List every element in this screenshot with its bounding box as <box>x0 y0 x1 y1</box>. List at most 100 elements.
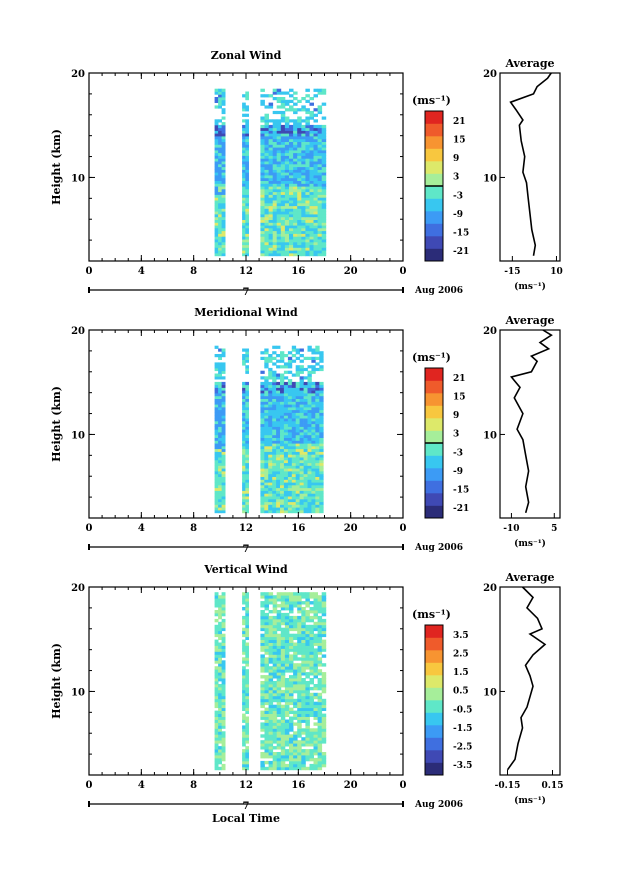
heatmap-cell <box>245 615 249 620</box>
heatmap-cell <box>268 158 274 162</box>
heatmap-cell <box>276 222 282 226</box>
heatmap-cell <box>307 498 312 503</box>
heatmap-cell <box>272 504 277 508</box>
heatmap-cell <box>264 219 269 223</box>
heatmap-cell <box>245 636 249 640</box>
heatmap-cell <box>293 239 298 243</box>
heatmap-cell <box>305 122 310 126</box>
heatmap-cell <box>242 490 246 494</box>
heatmap-cell <box>319 462 324 466</box>
heatmap-cell <box>297 138 302 142</box>
heatmap-cell <box>280 465 285 469</box>
heatmap-cell <box>280 642 286 646</box>
heatmap-cell <box>297 119 302 123</box>
heatmap-cell <box>214 415 219 419</box>
heatmap-cell <box>218 420 222 425</box>
heatmap-cell <box>242 657 246 661</box>
heatmap-cell <box>242 651 246 655</box>
heatmap-cell <box>272 158 278 162</box>
heatmap-cell <box>280 227 286 232</box>
heatmap-cell <box>319 484 324 489</box>
heatmap-cell <box>313 636 318 640</box>
heatmap-cell <box>218 141 222 145</box>
heatmap-cell <box>218 457 222 461</box>
heatmap-cell <box>319 406 324 411</box>
heatmap-cell <box>309 713 314 717</box>
heatmap-cell <box>218 130 222 134</box>
heatmap-cell <box>315 443 320 447</box>
heatmap-cell <box>276 704 282 709</box>
heatmap-cell <box>264 482 269 486</box>
heatmap-cell <box>287 362 293 366</box>
heatmap-cell <box>260 443 265 447</box>
heatmap-cell <box>315 479 320 483</box>
heatmap-cell <box>287 468 293 472</box>
heatmap-cell <box>311 451 316 455</box>
heatmap-cell <box>303 454 308 458</box>
heatmap-cell <box>221 473 226 477</box>
heatmap-cell <box>291 426 297 430</box>
heatmap-cell <box>276 420 281 425</box>
heatmap-cell <box>295 426 300 430</box>
heatmap-cell <box>317 618 323 623</box>
heatmap-cell <box>268 473 273 477</box>
heatmap-cell <box>309 233 314 237</box>
heatmap-cell <box>272 147 278 151</box>
heatmap-cell <box>297 666 302 670</box>
heatmap-cell <box>272 707 278 711</box>
heatmap-cell <box>309 678 314 682</box>
heatmap-cell <box>245 227 249 232</box>
heatmap-cell <box>297 230 302 234</box>
heatmap-cell <box>293 144 298 148</box>
heatmap-cell <box>307 370 312 374</box>
heatmap-cell <box>287 454 293 458</box>
heatmap-cell <box>317 766 323 771</box>
heatmap-cell <box>218 147 222 151</box>
heatmap-cell <box>321 177 327 181</box>
heatmap-cell <box>272 681 278 685</box>
heatmap-cell <box>214 105 219 109</box>
heatmap-cell <box>305 183 310 187</box>
heatmap-cell <box>264 766 269 771</box>
heatmap-cell <box>313 654 318 658</box>
heatmap-cell <box>309 144 314 148</box>
heatmap-cell <box>276 695 282 700</box>
heatmap-cell <box>264 689 269 694</box>
heatmap-cell <box>268 639 274 643</box>
heatmap-cell <box>313 163 318 168</box>
heatmap-cell <box>245 216 249 220</box>
heatmap-cell <box>305 236 310 240</box>
heatmap-cell <box>245 404 249 408</box>
heatmap-cell <box>319 457 324 461</box>
heatmap-cell <box>291 398 297 402</box>
heatmap-cell <box>264 743 269 747</box>
heatmap-cell <box>287 398 293 402</box>
heatmap-cell <box>307 365 312 369</box>
heatmap-cell <box>303 493 308 497</box>
heatmap-cell <box>289 247 294 251</box>
heatmap-cell <box>284 707 290 711</box>
heatmap-cell <box>268 636 274 640</box>
heatmap-cell <box>242 681 246 685</box>
heatmap-cell <box>315 459 320 464</box>
heatmap-cell <box>264 381 269 386</box>
heatmap-cell <box>315 356 320 360</box>
heatmap-cell <box>218 689 222 694</box>
heatmap-cell <box>264 445 269 450</box>
heatmap-cell <box>319 367 324 372</box>
heatmap-cell <box>242 149 246 154</box>
heatmap-cell <box>283 384 289 388</box>
heatmap-cell <box>242 675 246 679</box>
heatmap-cell <box>218 454 222 458</box>
heatmap-cell <box>305 172 310 176</box>
heatmap-cell <box>221 99 226 103</box>
heatmap-cell <box>272 462 277 466</box>
heatmap-cell <box>272 376 277 380</box>
heatmap-cell <box>276 684 282 688</box>
heatmap-cell <box>272 194 278 198</box>
heatmap-cell <box>309 236 314 240</box>
heatmap-cell <box>276 648 282 652</box>
heatmap-cell <box>245 592 249 596</box>
heatmap-cell <box>214 423 219 427</box>
heatmap-cell <box>245 239 249 243</box>
